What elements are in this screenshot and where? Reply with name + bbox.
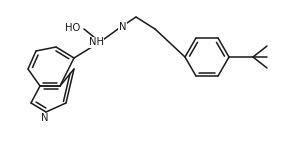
Text: NH: NH: [89, 37, 104, 47]
Text: HO: HO: [65, 23, 80, 33]
Text: N: N: [41, 113, 49, 123]
Text: N: N: [119, 22, 127, 32]
